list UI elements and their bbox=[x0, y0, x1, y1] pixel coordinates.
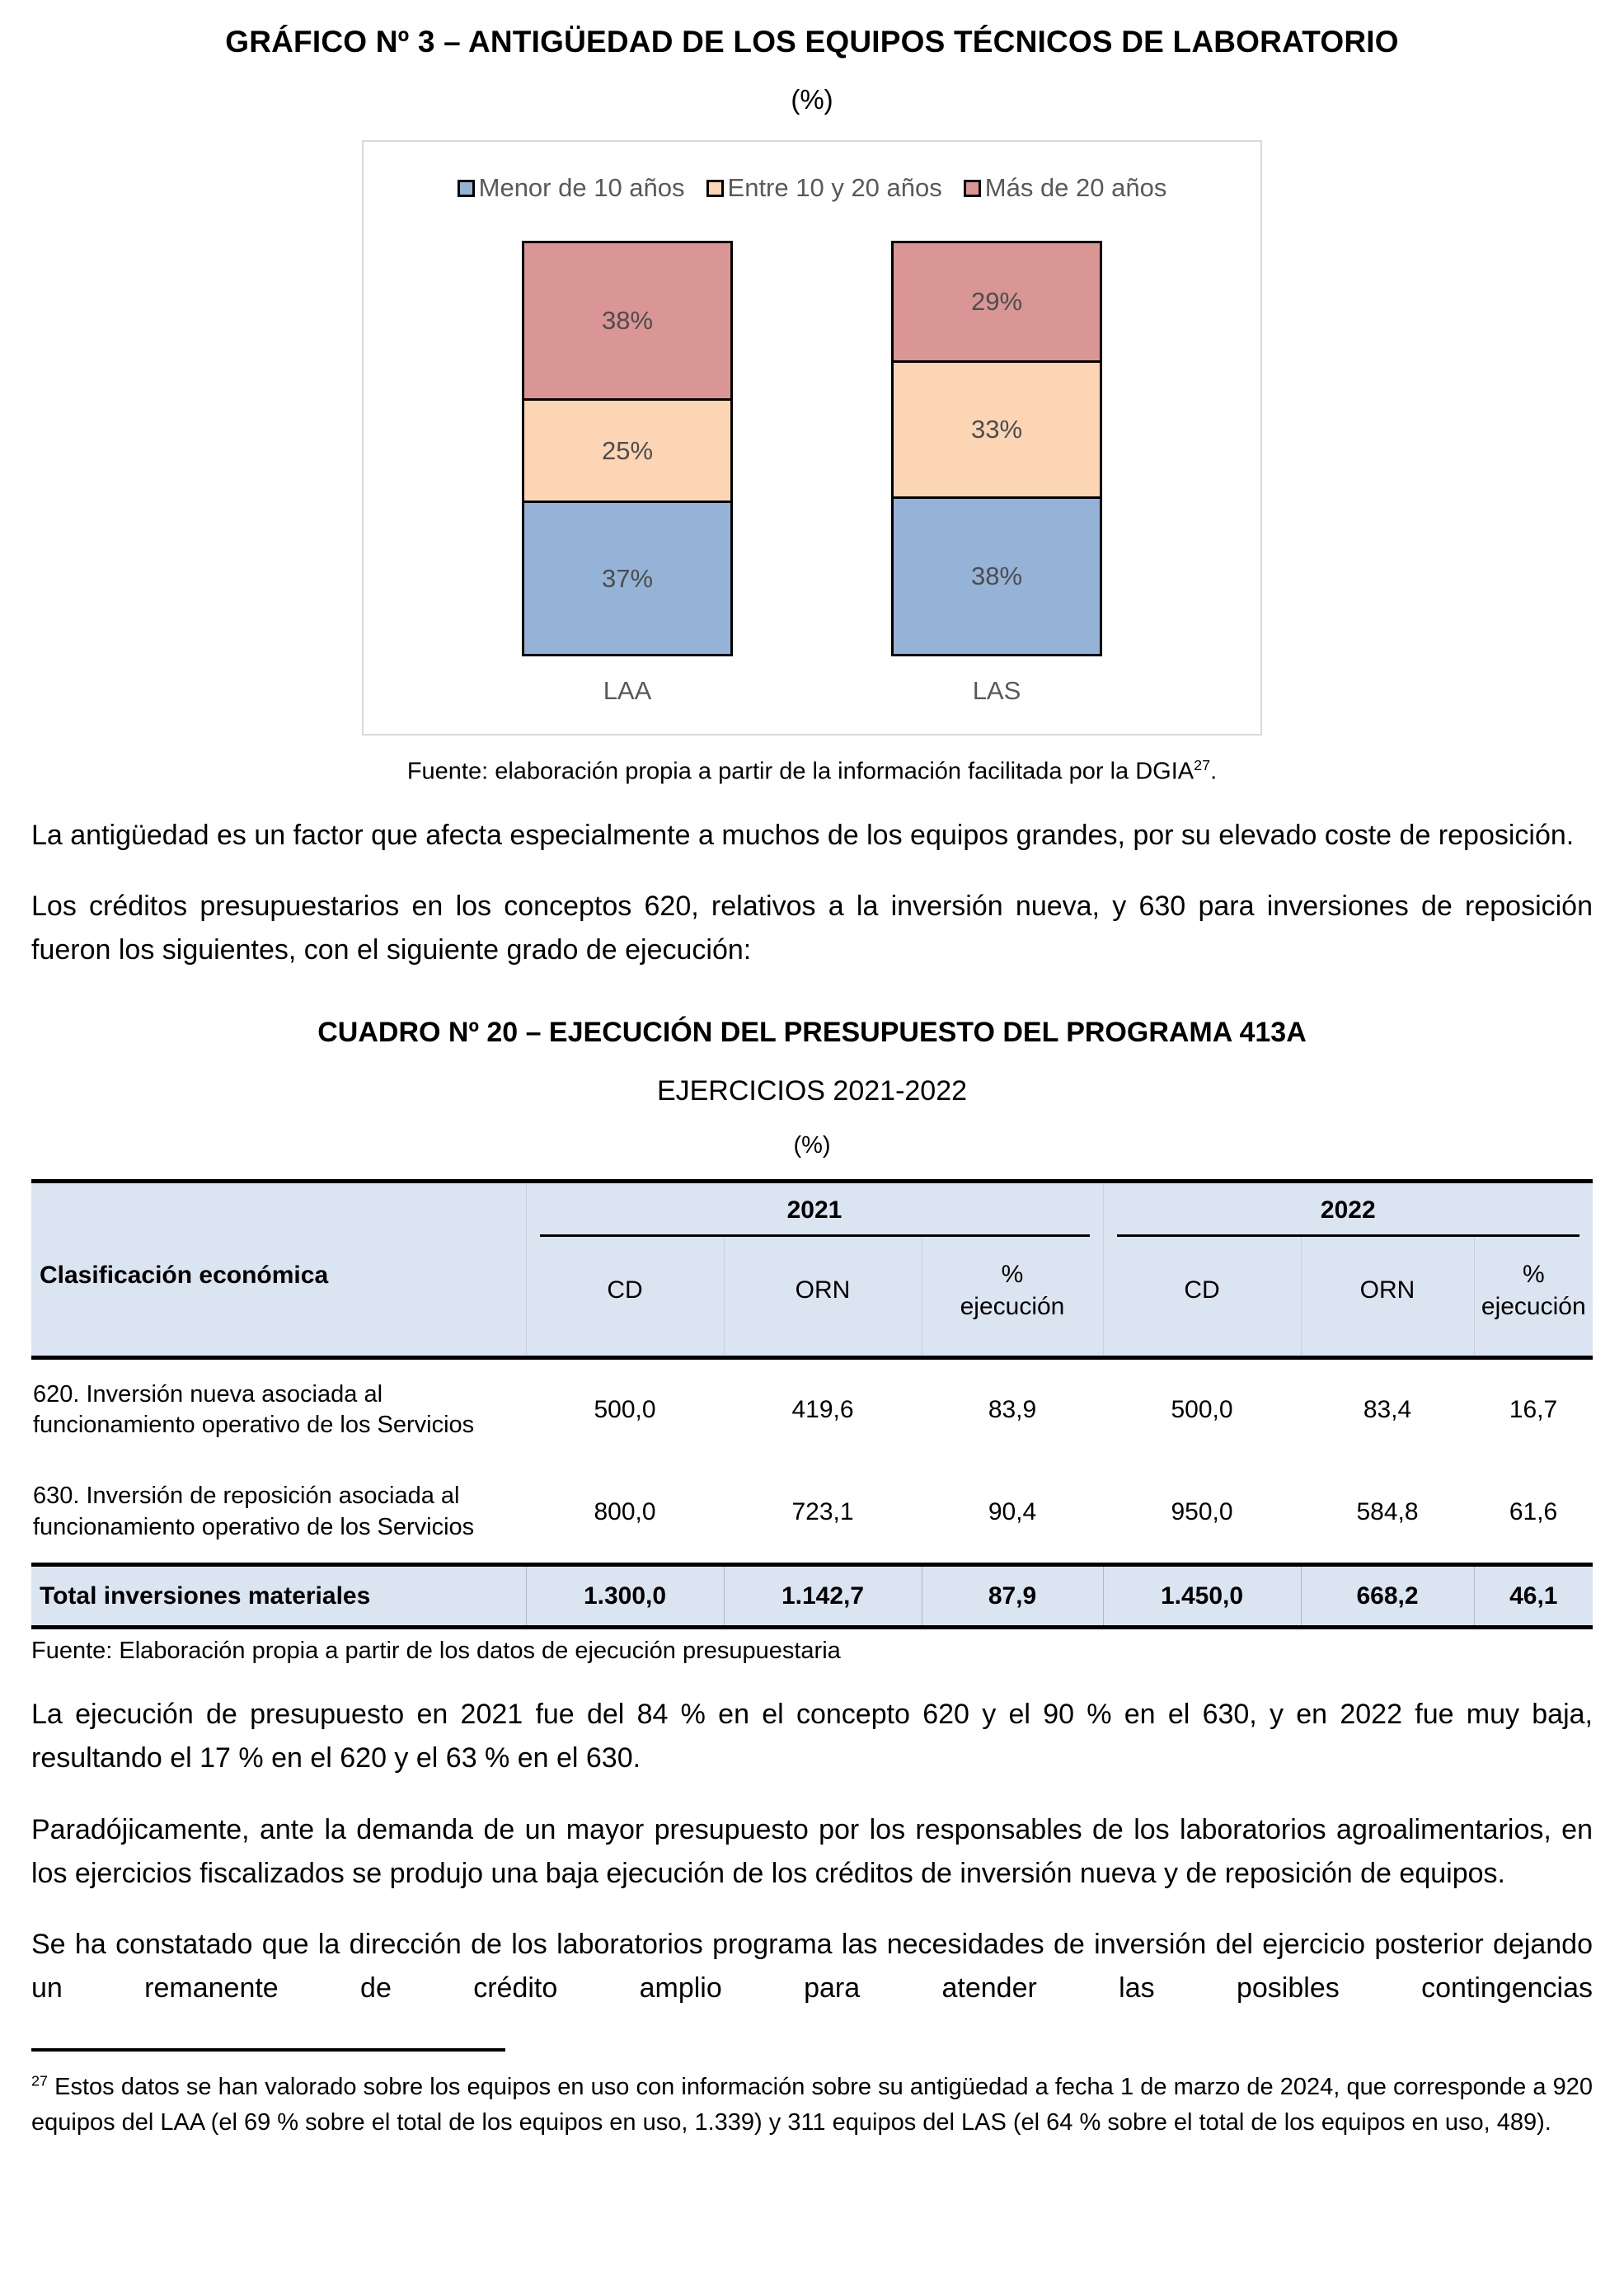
paragraph: Los créditos presupuestarios en los conc… bbox=[31, 891, 1593, 966]
cell-ejecucion-2022: 61,6 bbox=[1509, 1497, 1558, 1525]
segment-value-label: 38% bbox=[601, 305, 654, 335]
footnote-reference: 27 bbox=[1194, 757, 1211, 773]
table-source: Fuente: Elaboración propia a partir de l… bbox=[31, 1638, 841, 1665]
legend-swatch-icon bbox=[706, 179, 724, 197]
column-header-orn-2021: ORN bbox=[723, 1236, 922, 1358]
cell-ejecucion-2021: 90,4 bbox=[988, 1497, 1037, 1525]
year-group-label: 2022 bbox=[1116, 1196, 1580, 1237]
table-row-620: 620. Inversión nueva asociada al funcion… bbox=[31, 1357, 1593, 1461]
cell-orn-2022: 584,8 bbox=[1356, 1497, 1419, 1525]
total-orn-2021: 1.142,7 bbox=[723, 1563, 922, 1628]
figure-unit-label: (%) bbox=[791, 84, 833, 115]
total-cd-2021: 1.300,0 bbox=[525, 1563, 724, 1628]
total-ejecucion-2021: 87,9 bbox=[921, 1563, 1104, 1628]
paragraph: La antigüedad es un factor que afecta es… bbox=[31, 819, 1575, 851]
segment-value-label: 37% bbox=[601, 563, 654, 593]
year-group-label: 2021 bbox=[539, 1196, 1090, 1237]
bar-category-label: LAS bbox=[972, 676, 1021, 705]
bar-las: 29% 33% 38% bbox=[891, 241, 1102, 661]
table-row-630: 630. Inversión de reposición asociada al… bbox=[31, 1461, 1593, 1565]
footnote-marker: 27 bbox=[31, 2071, 48, 2089]
figure-source: Fuente: elaboración propia a partir de l… bbox=[31, 757, 1593, 786]
legend-label: Más de 20 años bbox=[984, 173, 1167, 202]
cell-orn-2022: 83,4 bbox=[1363, 1396, 1412, 1424]
cell-orn-2021: 723,1 bbox=[791, 1497, 854, 1525]
legend-swatch-icon bbox=[963, 179, 981, 197]
bar-segment-entre-10-20: 33% bbox=[891, 360, 1102, 500]
paragraph: La ejecución de presupuesto en 2021 fue … bbox=[31, 1699, 1593, 1774]
table-row-total: Total inversiones materiales 1.300,0 1.1… bbox=[31, 1563, 1593, 1628]
row-label: 620. Inversión nueva asociada al funcion… bbox=[33, 1380, 475, 1439]
bar-segment-entre-10-20: 25% bbox=[522, 397, 733, 504]
stacked-bar-chart: Menor de 10 años Entre 10 y 20 años Más … bbox=[362, 140, 1262, 736]
total-ejecucion-2022: 46,1 bbox=[1473, 1563, 1593, 1628]
total-label: Total inversiones materiales bbox=[31, 1563, 526, 1628]
column-header-cd-2021: CD bbox=[525, 1236, 724, 1358]
cell-ejecucion-2022: 16,7 bbox=[1509, 1396, 1558, 1424]
segment-value-label: 38% bbox=[970, 562, 1023, 591]
table-unit-label: (%) bbox=[793, 1131, 831, 1159]
table-title: CUADRO Nº 20 – EJECUCIÓN DEL PRESUPUESTO… bbox=[317, 1016, 1307, 1048]
legend-label: Entre 10 y 20 años bbox=[727, 173, 942, 202]
cell-cd-2022: 950,0 bbox=[1171, 1497, 1233, 1525]
bar-segment-menor-10: 37% bbox=[522, 501, 733, 656]
column-header-orn-2022: ORN bbox=[1300, 1236, 1475, 1358]
figure-title: GRÁFICO Nº 3 – ANTIGÜEDAD DE LOS EQUIPOS… bbox=[225, 25, 1399, 59]
cell-cd-2021: 800,0 bbox=[594, 1497, 656, 1525]
legend-item-entre-10-20: Entre 10 y 20 años bbox=[706, 173, 942, 203]
category-axis: LAA LAS bbox=[364, 676, 1260, 706]
bar-segment-mas-20: 38% bbox=[522, 241, 733, 401]
paragraph: Se ha constatado que la dirección de los… bbox=[31, 1929, 1593, 2004]
chart-legend: Menor de 10 años Entre 10 y 20 años Más … bbox=[364, 173, 1260, 203]
column-header-clasificacion: Clasificación económica bbox=[40, 1262, 329, 1290]
column-group-2022: 2022 bbox=[1102, 1181, 1593, 1237]
plot-area: 38% 25% 37% 29% 33% 38% bbox=[364, 241, 1260, 661]
segment-value-label: 33% bbox=[970, 415, 1023, 444]
cell-orn-2021: 419,6 bbox=[791, 1396, 854, 1424]
segment-value-label: 29% bbox=[970, 286, 1023, 316]
segment-value-label: 25% bbox=[601, 435, 654, 465]
footnote-text: Estos datos se han valorado sobre los eq… bbox=[31, 2073, 1593, 2136]
figure-source-period: . bbox=[1210, 758, 1218, 785]
bar-segment-menor-10: 38% bbox=[891, 496, 1102, 656]
bar-segment-mas-20: 29% bbox=[891, 241, 1102, 363]
column-group-2021: 2021 bbox=[525, 1181, 1104, 1237]
column-header-ejecucion-2021: % ejecución bbox=[921, 1236, 1104, 1358]
footnote: 27 Estos datos se han valorado sobre los… bbox=[31, 2070, 1593, 2141]
bar-category-label: LAA bbox=[603, 676, 652, 705]
table-subtitle: EJERCICIOS 2021-2022 bbox=[656, 1074, 968, 1107]
row-label: 630. Inversión de reposición asociada al… bbox=[33, 1483, 475, 1540]
total-cd-2022: 1.450,0 bbox=[1102, 1563, 1302, 1628]
footnote-separator bbox=[31, 2047, 505, 2052]
cell-cd-2022: 500,0 bbox=[1171, 1396, 1233, 1424]
column-header-cd-2022: CD bbox=[1102, 1236, 1302, 1358]
bar-laa: 38% 25% 37% bbox=[522, 241, 733, 661]
total-orn-2022: 668,2 bbox=[1300, 1563, 1475, 1628]
legend-swatch-icon bbox=[457, 179, 475, 197]
figure-source-text: Fuente: elaboración propia a partir de l… bbox=[406, 758, 1195, 785]
legend-label: Menor de 10 años bbox=[478, 173, 685, 202]
cell-ejecucion-2021: 83,9 bbox=[988, 1396, 1037, 1424]
legend-item-mas-20: Más de 20 años bbox=[963, 173, 1167, 203]
cell-cd-2021: 500,0 bbox=[594, 1396, 656, 1424]
column-header-ejecucion-2022: % ejecución bbox=[1473, 1236, 1593, 1358]
paragraph: Paradójicamente, ante la demanda de un m… bbox=[31, 1813, 1593, 1889]
legend-item-menor-10: Menor de 10 años bbox=[457, 173, 685, 203]
budget-execution-table: Clasificación económica 2021 2022 CD ORN… bbox=[31, 1178, 1593, 1630]
